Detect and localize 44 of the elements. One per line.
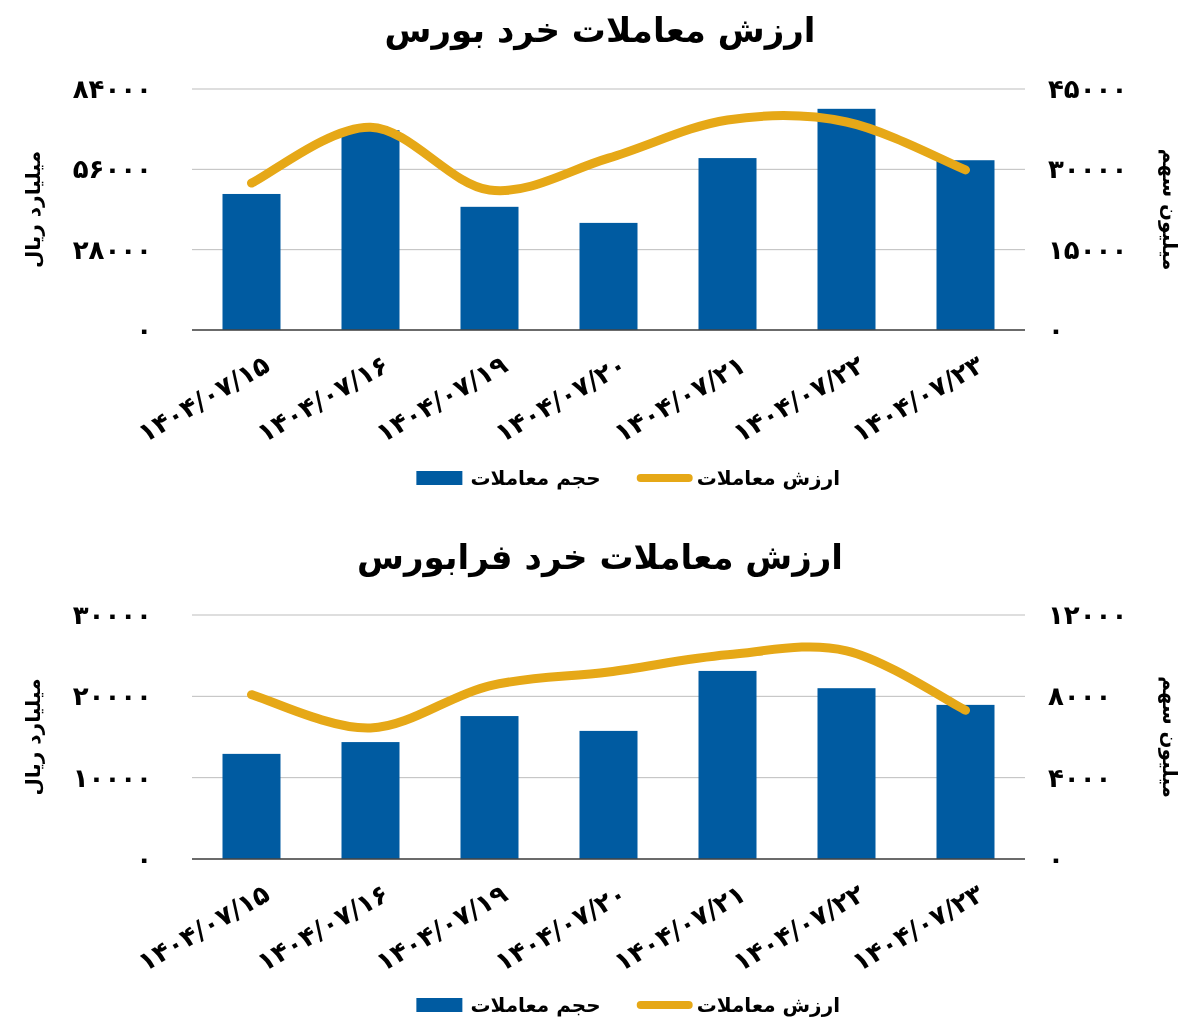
y-axis-title: میلیارد ریال [21, 678, 45, 796]
y2-tick-label: ۱۵۰۰۰ [1048, 234, 1128, 265]
bar [341, 130, 400, 330]
legend-label: حجم معاملات [470, 993, 601, 1017]
bar [936, 704, 995, 859]
y2-tick-label: ۴۰۰۰ [1048, 762, 1112, 793]
y-tick-label: ۵۶۰۰۰ [72, 154, 152, 185]
legend-label: ارزش معاملات [696, 466, 840, 490]
legend-item: حجم معاملات [416, 993, 601, 1017]
y2-tick-label: ۸۰۰۰ [1048, 681, 1112, 712]
legend-item: ارزش معاملات [636, 993, 840, 1017]
y2-tick-label: ۰ [1048, 315, 1064, 345]
legend-item: حجم معاملات [416, 466, 601, 490]
y-tick-label: ۲۸۰۰۰ [72, 234, 152, 265]
y2-tick-label: ۰ [1048, 844, 1064, 874]
bar [460, 206, 519, 330]
y-tick-label: ۱۰۰۰۰ [72, 762, 152, 793]
bar [698, 670, 757, 859]
y-tick-label: ۸۴۰۰۰ [72, 74, 152, 104]
y-tick-label: ۰ [136, 315, 152, 345]
bar [817, 688, 876, 859]
y2-axis-title: میلیون سهم [1158, 675, 1182, 799]
legend-item: ارزش معاملات [636, 466, 840, 490]
chart-title: ارزش معاملات خرد بورس [384, 10, 816, 51]
bar [698, 158, 757, 330]
bar [579, 730, 638, 859]
y-tick-label: ۰ [136, 844, 152, 874]
legend-label: ارزش معاملات [696, 993, 840, 1017]
bar [579, 222, 638, 330]
legend-label: حجم معاملات [470, 466, 601, 490]
bar [222, 193, 281, 330]
y2-axis-title: میلیون سهم [1158, 148, 1182, 271]
y-tick-label: ۲۰۰۰۰ [72, 681, 152, 712]
y-tick-label: ۳۰۰۰۰ [72, 600, 152, 630]
bar [460, 716, 519, 859]
y-axis-title: میلیارد ریال [21, 150, 45, 269]
y2-tick-label: ۳۰۰۰۰ [1048, 154, 1128, 185]
bar [341, 742, 400, 859]
bar [936, 160, 995, 330]
bar [222, 753, 281, 859]
y2-tick-label: ۱۲۰۰۰ [1048, 600, 1128, 630]
chart-title: ارزش معاملات خرد فرابورس [356, 537, 844, 578]
bar [817, 108, 876, 330]
y2-tick-label: ۴۵۰۰۰ [1048, 74, 1128, 104]
